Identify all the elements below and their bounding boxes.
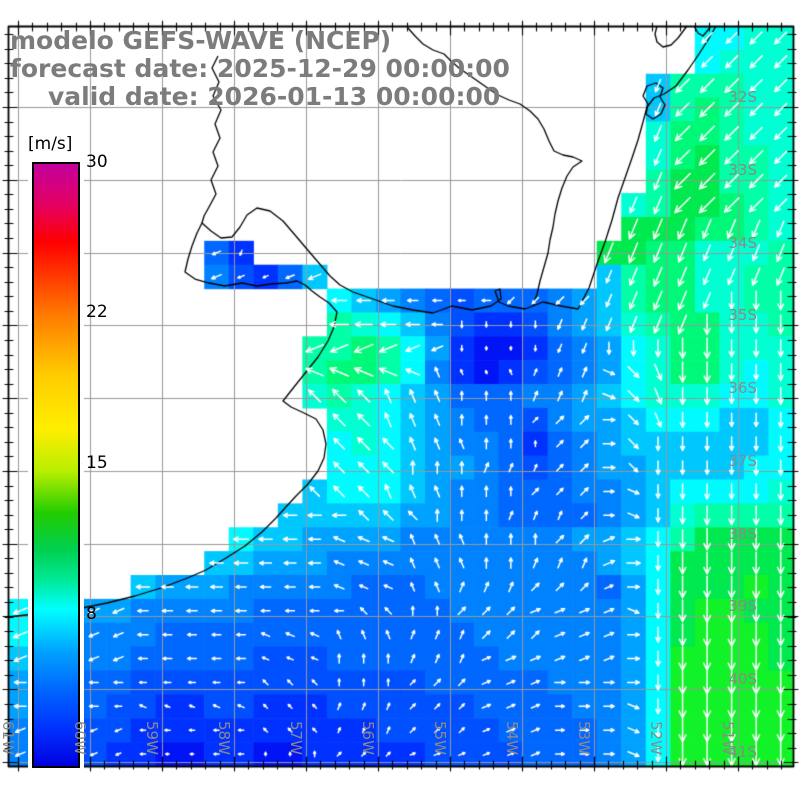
lat-tick-label: 36S — [728, 379, 757, 397]
colorbar-unit-label: [m/s] — [26, 134, 75, 154]
lon-tick-label: 53W — [575, 721, 593, 755]
colorbar-gradient — [34, 164, 78, 766]
colorbar-tick-label: 8 — [86, 604, 97, 624]
lon-tick-label: 56W — [359, 721, 377, 755]
lat-tick-label: 33S — [728, 161, 757, 179]
model-title: modelo GEFS-WAVE (NCEP) — [10, 26, 392, 55]
forecast-date: forecast date: 2025-12-29 00:00:00 — [10, 54, 510, 83]
lat-tick-label: 37S — [728, 452, 757, 470]
lat-tick-label: 38S — [728, 525, 757, 543]
lon-tick-label: 58W — [215, 721, 233, 755]
lon-tick-label: 55W — [431, 721, 449, 755]
lon-tick-label: 60W — [71, 721, 89, 755]
lon-tick-label: 54W — [503, 721, 521, 755]
lat-tick-label: 35S — [728, 306, 757, 324]
lat-tick-label: 32S — [728, 88, 757, 106]
valid-date: valid date: 2026-01-13 00:00:00 — [48, 82, 501, 111]
title-block: modelo GEFS-WAVE (NCEP) forecast date: 2… — [10, 27, 510, 111]
colorbar-tick-label: 15 — [86, 453, 108, 473]
colorbar-tick-label: 22 — [86, 302, 108, 322]
lat-tick-label: 40S — [728, 670, 757, 688]
colorbar-tick-label: 30 — [86, 152, 108, 172]
lon-tick-label: 57W — [287, 721, 305, 755]
lat-tick-label: 39S — [728, 597, 757, 615]
lon-tick-label: 59W — [143, 721, 161, 755]
lon-tick-label: 61W — [0, 721, 17, 755]
lon-tick-label: 52W — [647, 721, 665, 755]
colorbar — [32, 162, 80, 768]
lat-tick-label: 41S — [728, 743, 757, 761]
lat-tick-label: 34S — [728, 234, 757, 252]
